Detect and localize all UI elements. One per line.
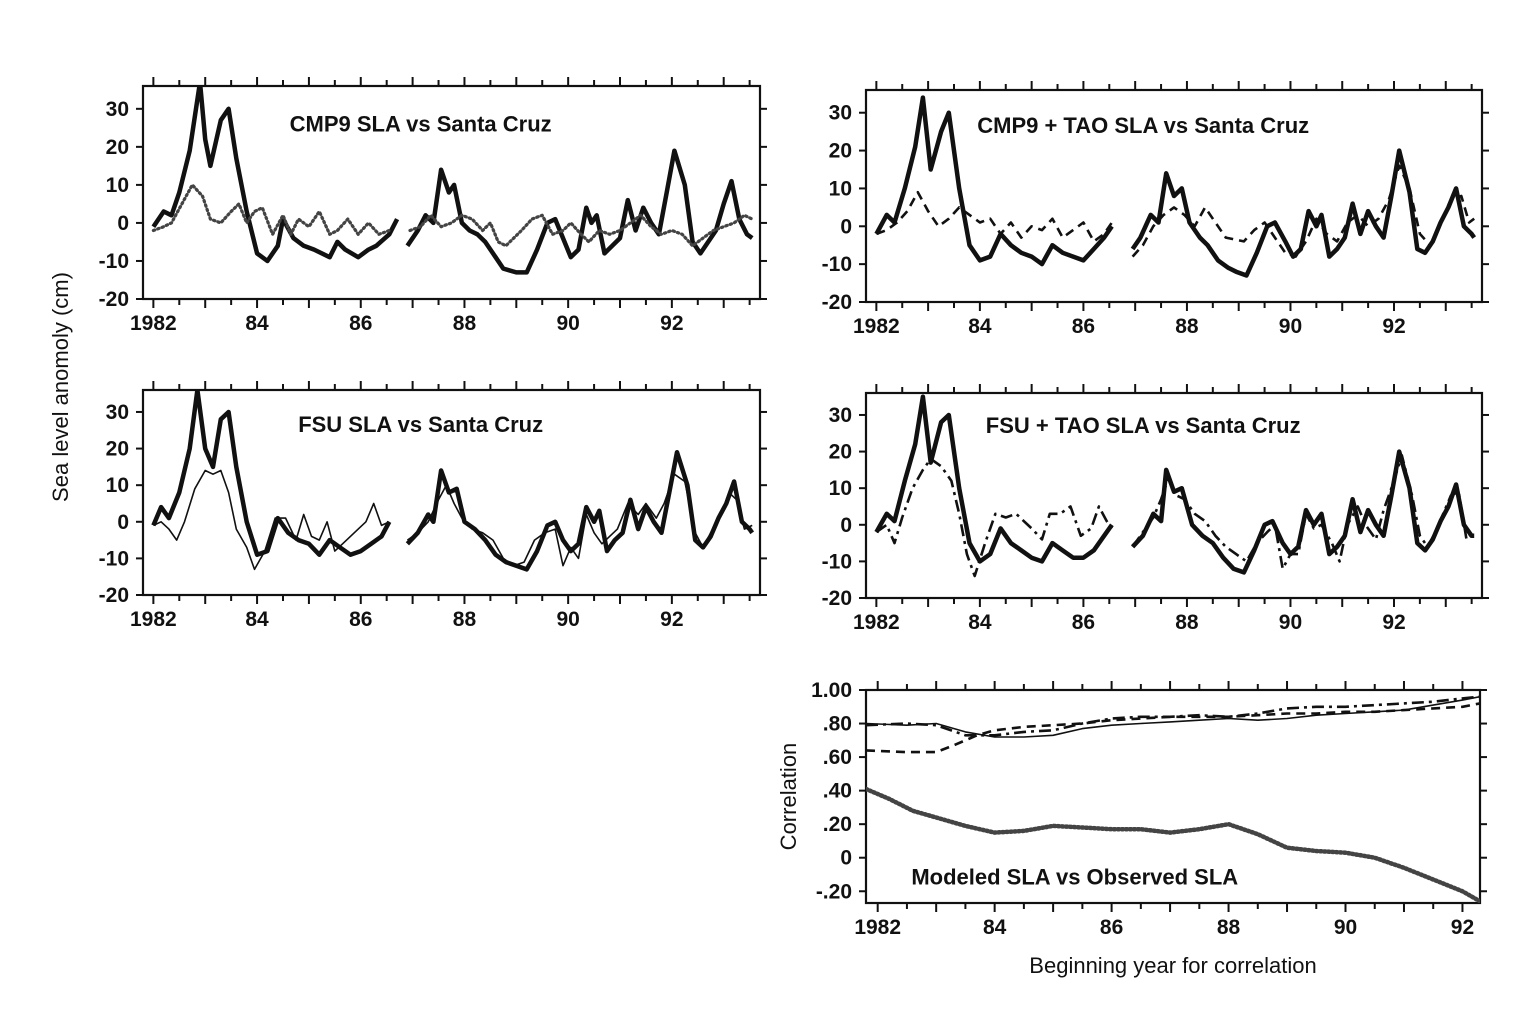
y-tick-label: 20 (829, 441, 852, 464)
series-line-2 (866, 702, 1480, 754)
chart-panel-3: -20 -10 0 10 20 30 1982 84 86 88 90 92 FSU SLA vs Sa… (99, 381, 767, 631)
x-tick-label: 86 (349, 608, 372, 631)
x-tick-label: 90 (556, 608, 579, 631)
series-line-2 (408, 213, 754, 248)
series-line-2 (1131, 164, 1475, 258)
x-tick-label: 90 (1279, 315, 1302, 338)
series-line-2 (153, 469, 390, 571)
y-tick-label: 30 (829, 102, 852, 125)
x-tick-label: 1982 (130, 608, 177, 631)
series-line-2 (875, 190, 1113, 243)
y-tick-label: 0 (117, 212, 129, 235)
x-tick-label: 1982 (853, 611, 900, 634)
panel-title: CMP9 SLA vs Santa Cruz (290, 111, 552, 136)
x-tick-label: 88 (453, 312, 477, 335)
panel-title: Modeled SLA vs Observed SLA (911, 864, 1238, 889)
series-line-1 (1130, 148, 1477, 278)
series-line-1 (405, 148, 754, 275)
x-tick-label: 84 (968, 611, 992, 634)
y-tick-label: 0 (840, 847, 852, 870)
x-tick-label: 86 (1072, 315, 1095, 338)
y-tick-label: -.20 (816, 880, 852, 903)
y-tick-label: .20 (823, 813, 852, 836)
y-tick-label: 0 (840, 215, 852, 238)
x-tick-label: 1982 (854, 916, 901, 939)
panel-title: CMP9 + TAO SLA vs Santa Cruz (977, 113, 1309, 138)
y-tick-label: .60 (823, 746, 852, 769)
x-tick-label: 90 (556, 312, 579, 335)
y-tick-label: -20 (822, 291, 852, 314)
y-tick-label: 20 (829, 140, 852, 163)
plot-frame (864, 688, 1482, 905)
series-line-1 (151, 86, 400, 264)
series-line-1 (1130, 449, 1475, 575)
x-tick-label: 88 (1175, 611, 1199, 634)
plot-frame (864, 391, 1484, 600)
series-line-2 (406, 473, 753, 567)
series-line-1 (874, 95, 1114, 267)
chart-panel-4: -20 -10 0 10 20 30 1982 84 86 88 90 92 FSU + TAO SLA… (822, 384, 1489, 634)
x-tick-label: 84 (968, 315, 992, 338)
y-tick-label: -20 (99, 288, 129, 311)
y-tick-label: .40 (823, 780, 852, 803)
y-tick-label: 30 (106, 401, 129, 424)
y-tick-label: 20 (106, 136, 129, 159)
x-tick-label: 1982 (130, 312, 177, 335)
series-line-1 (151, 390, 392, 557)
panel-title: FSU + TAO SLA vs Santa Cruz (986, 413, 1301, 438)
shared-y-axis-label-text: Sea level anomoly (cm) (48, 272, 73, 502)
chart-panel-1: -20 -10 0 10 20 30 1982 84 86 88 90 92 CMP9 SLA vs S… (99, 77, 767, 335)
y-tick-label: 10 (829, 477, 852, 500)
y-tick-label: 10 (106, 174, 129, 197)
x-tick-label: 84 (245, 608, 269, 631)
x-tick-label: 1982 (853, 315, 900, 338)
series-line-4 (866, 786, 1480, 903)
y-tick-label: 10 (106, 474, 129, 497)
plot-frame (141, 84, 762, 301)
y-tick-label: -20 (822, 587, 852, 610)
series-line-3 (866, 695, 1480, 737)
x-tick-label: 92 (1382, 315, 1405, 338)
series-line-1 (874, 394, 1114, 564)
x-tick-label: 86 (1072, 611, 1095, 634)
chart-panel-5: -.20 0 .20 .40 .60 .80 1.00 1982 84 86 88 90 92 Model… (776, 679, 1487, 978)
series-line-2 (1131, 453, 1476, 571)
x-tick-label: 92 (1382, 611, 1405, 634)
y-tick-label: -10 (99, 250, 129, 273)
shared-y-axis-label: Sea level anomoly (cm) (6, 185, 86, 545)
plot-frame (141, 388, 762, 597)
y-tick-label: -10 (822, 550, 852, 573)
x-tick-label: 90 (1279, 611, 1302, 634)
x-tick-label: 86 (349, 312, 372, 335)
x-tick-label: 86 (1100, 916, 1123, 939)
y-tick-label: 0 (840, 514, 852, 537)
x-tick-label: 84 (983, 916, 1007, 939)
y-tick-label: -20 (99, 584, 129, 607)
y-tick-label: 10 (829, 177, 852, 200)
y-tick-label: 30 (829, 404, 852, 427)
y-tick-label: 30 (106, 98, 129, 121)
y-tick-label: 0 (117, 511, 129, 534)
y-tick-label: 20 (106, 438, 129, 461)
x-tick-label: 92 (1451, 916, 1474, 939)
y-tick-label: 1.00 (811, 679, 852, 702)
x-tick-label: 92 (660, 608, 683, 631)
y-tick-label: .80 (823, 713, 852, 736)
y-tick-label: -10 (99, 547, 129, 570)
x-tick-label: 84 (245, 312, 269, 335)
x-tick-label: 90 (1334, 916, 1357, 939)
x-tick-label: 88 (453, 608, 477, 631)
x-tick-label: 88 (1175, 315, 1199, 338)
x-tick-label: 92 (660, 312, 683, 335)
series-line-2 (151, 183, 391, 236)
plot-frame (864, 88, 1484, 304)
x-tick-label: 88 (1217, 916, 1241, 939)
chart-panel-2: -20 -10 0 10 20 30 1982 84 86 88 90 92 CMP9 + TAO SL… (822, 81, 1489, 338)
panel-title: FSU SLA vs Santa Cruz (298, 412, 543, 437)
x-axis-title: Beginning year for correlation (1029, 953, 1316, 978)
y-tick-label: -10 (822, 253, 852, 276)
y-axis-title: Correlation (776, 743, 801, 851)
series-line-2 (875, 457, 1113, 578)
